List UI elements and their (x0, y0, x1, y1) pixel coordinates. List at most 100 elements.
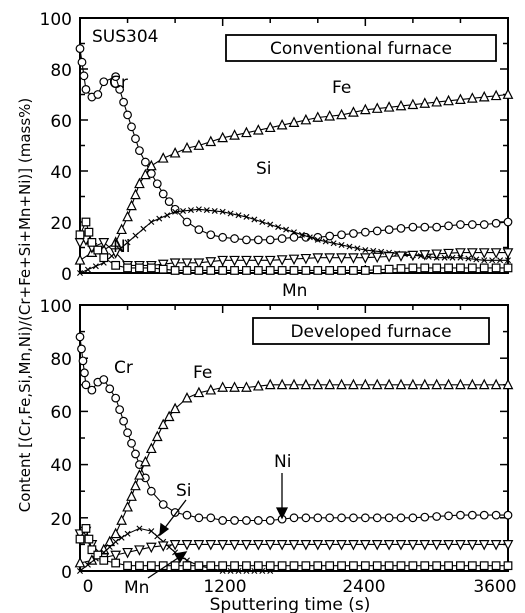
data-point (267, 221, 274, 228)
data-point (383, 378, 395, 390)
data-point (372, 561, 382, 571)
data-point (242, 561, 251, 571)
data-point (502, 248, 514, 259)
data-point (419, 97, 431, 108)
data-point (322, 238, 329, 245)
annotation-mn: Mn (124, 578, 149, 598)
data-point (408, 513, 418, 523)
data-point (219, 208, 226, 215)
data-point (99, 375, 109, 384)
data-point (126, 490, 137, 501)
data-point (312, 378, 324, 390)
data-point (211, 207, 218, 214)
data-point (170, 561, 180, 571)
data-point (193, 539, 205, 551)
x-tick-labels: 0 1200 2400 3600 (83, 577, 517, 597)
data-point (301, 513, 311, 523)
annotation-cr: Cr (114, 358, 133, 378)
series-developed (74, 332, 514, 574)
data-point (384, 264, 394, 274)
data-point (227, 210, 234, 217)
data-point (419, 539, 431, 551)
data-point (80, 368, 89, 378)
data-point (337, 230, 346, 240)
x-tick-label: 1200 (203, 577, 246, 597)
data-point (336, 378, 347, 390)
data-point (203, 207, 210, 214)
data-point (479, 510, 489, 520)
data-point (111, 558, 121, 568)
data-point (395, 539, 407, 551)
data-point (75, 534, 85, 544)
data-point (253, 561, 263, 571)
data-point (205, 135, 217, 147)
data-point (187, 207, 194, 214)
data-point (407, 98, 419, 110)
data-point (360, 561, 370, 571)
data-point (116, 514, 127, 525)
data-point (217, 539, 229, 551)
y-tick-label: 40 (50, 456, 72, 476)
data-point (503, 217, 513, 227)
data-point (84, 561, 91, 568)
data-point (252, 124, 264, 135)
data-point (384, 561, 394, 571)
data-point (371, 378, 383, 390)
data-point (490, 539, 502, 551)
data-point (122, 547, 133, 559)
data-point (77, 568, 83, 574)
data-point (181, 141, 193, 153)
data-point (156, 215, 163, 222)
data-point (420, 263, 430, 273)
data-point (441, 254, 448, 261)
y-tick-label: 40 (50, 163, 72, 183)
data-point (431, 378, 443, 390)
data-point (359, 539, 371, 551)
panel-title-box-conventional (225, 34, 497, 62)
annotation-mn: Mn (282, 281, 307, 301)
data-point (491, 510, 501, 520)
data-point (111, 260, 121, 270)
data-point (152, 179, 162, 189)
data-point (169, 402, 181, 414)
data-point (466, 92, 478, 103)
annotation-fe: Fe (193, 363, 212, 383)
data-point (431, 539, 443, 551)
data-point (241, 381, 252, 392)
data-point (182, 217, 192, 227)
data-point (313, 561, 323, 571)
data-point (314, 236, 321, 243)
data-point (325, 266, 335, 275)
data-point (206, 561, 216, 571)
data-point (336, 108, 347, 120)
data-point (164, 212, 171, 219)
series-mn (75, 524, 513, 571)
data-point (131, 449, 140, 459)
data-point (181, 258, 193, 269)
data-point (420, 561, 430, 571)
data-point (193, 139, 205, 150)
data-point (230, 266, 239, 275)
data-point (491, 561, 501, 571)
data-point (432, 263, 442, 273)
data-point (157, 152, 169, 163)
series-cr (75, 332, 513, 525)
data-point (491, 218, 501, 228)
data-point (158, 189, 168, 199)
data-point (253, 266, 263, 275)
data-point (229, 381, 240, 392)
data-point (455, 539, 466, 551)
data-point (230, 234, 239, 243)
data-point (478, 248, 490, 259)
data-point (87, 385, 97, 395)
data-point (253, 516, 263, 525)
data-point (503, 561, 513, 571)
data-point (371, 252, 383, 264)
series-fe (74, 88, 514, 265)
data-point (300, 539, 312, 551)
data-point (99, 253, 109, 263)
data-point (252, 539, 264, 551)
data-point (360, 266, 370, 275)
data-point (324, 253, 336, 264)
data-point (444, 511, 453, 521)
